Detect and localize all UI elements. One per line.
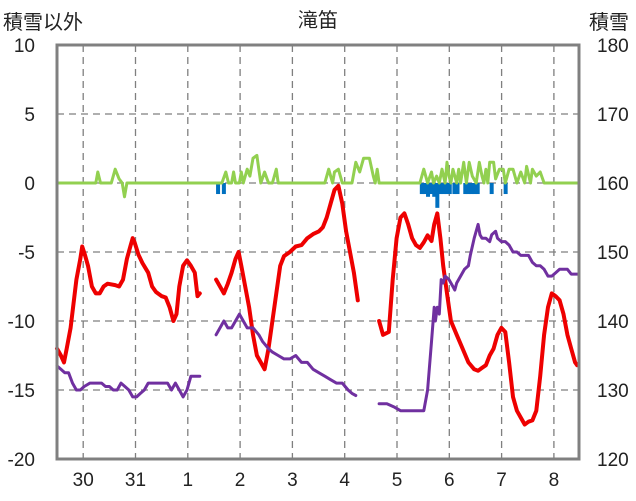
series-lines bbox=[55, 153, 581, 427]
precip-bar bbox=[466, 183, 471, 195]
precip-bar bbox=[216, 183, 221, 195]
precip-bar bbox=[435, 183, 440, 208]
series-line-0 bbox=[214, 183, 360, 372]
right-tick-label: 120 bbox=[597, 450, 629, 471]
x-tick-label: 3 bbox=[287, 470, 298, 491]
precip-bar bbox=[472, 183, 477, 195]
left-tick-label: -20 bbox=[8, 450, 35, 471]
precip-bar bbox=[452, 183, 457, 195]
left-tick-label: -15 bbox=[8, 381, 35, 402]
chart-title: 滝笛 bbox=[298, 8, 338, 32]
series-line-0 bbox=[55, 236, 202, 365]
x-tick-label: 5 bbox=[392, 470, 403, 491]
precip-bar bbox=[489, 183, 494, 195]
series-line-1 bbox=[377, 222, 580, 413]
right-axis-ticks: 180 170 160 150 140 130 120 bbox=[597, 36, 629, 471]
precip-bar bbox=[221, 183, 226, 195]
left-tick-label: -5 bbox=[18, 243, 35, 264]
right-tick-label: 160 bbox=[597, 174, 629, 195]
series-line-1 bbox=[55, 364, 202, 399]
x-tick-label: 8 bbox=[549, 470, 560, 491]
plot-frame bbox=[55, 43, 581, 461]
series-line-1 bbox=[214, 312, 358, 397]
precip-bar bbox=[426, 183, 431, 197]
precip-bar bbox=[503, 183, 508, 195]
precip-bar bbox=[475, 183, 480, 195]
series-line-2 bbox=[55, 153, 581, 199]
precip-bar bbox=[444, 183, 449, 195]
x-tick-label: 30 bbox=[73, 470, 94, 491]
right-tick-label: 130 bbox=[597, 381, 629, 402]
precip-bar bbox=[455, 183, 460, 195]
precip-bar bbox=[447, 183, 452, 195]
precip-bar bbox=[463, 183, 468, 195]
x-tick-label: 6 bbox=[444, 470, 455, 491]
precip-bar bbox=[438, 183, 443, 195]
left-axis-ticks: 10 5 0 -5 -10 -15 -20 bbox=[8, 36, 35, 471]
left-tick-label: 10 bbox=[14, 36, 35, 57]
precip-bar bbox=[419, 183, 424, 195]
precip-bar bbox=[469, 183, 474, 195]
x-axis-labels: 30 31 1 2 3 4 5 6 7 8 bbox=[73, 470, 560, 491]
x-tick-label: 1 bbox=[183, 470, 194, 491]
right-tick-label: 170 bbox=[597, 105, 629, 126]
x-tick-label: 4 bbox=[339, 470, 350, 491]
left-tick-label: -10 bbox=[8, 312, 35, 333]
left-tick-label: 5 bbox=[24, 105, 35, 126]
x-tick-label: 7 bbox=[496, 470, 507, 491]
right-axis-title: 積雪 bbox=[589, 10, 629, 34]
x-tick-label: 2 bbox=[235, 470, 246, 491]
right-tick-label: 150 bbox=[597, 243, 629, 264]
left-tick-label: 0 bbox=[24, 174, 35, 195]
x-tick-label: 31 bbox=[125, 470, 146, 491]
left-axis-title: 積雪以外 bbox=[3, 10, 83, 34]
right-tick-label: 180 bbox=[597, 36, 629, 57]
series-line-0 bbox=[377, 211, 580, 427]
precip-bar bbox=[429, 183, 434, 195]
right-tick-label: 140 bbox=[597, 312, 629, 333]
precip-bars bbox=[216, 183, 508, 208]
precip-bar bbox=[432, 183, 437, 197]
precip-bar bbox=[422, 183, 427, 195]
precip-bar bbox=[441, 183, 446, 195]
